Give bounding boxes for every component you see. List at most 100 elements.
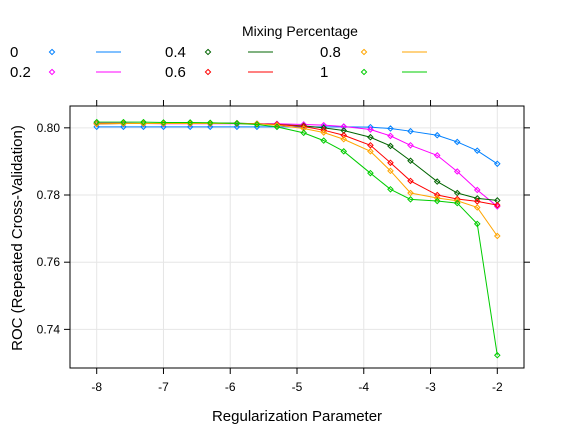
legend-marker (48, 48, 56, 56)
x-tick-label: -5 (292, 380, 303, 394)
legend-title: Mixing Percentage (242, 23, 358, 39)
series-layer (93, 118, 501, 359)
data-point (320, 129, 328, 136)
data-point (387, 142, 394, 150)
data-point (186, 119, 194, 126)
y-tick-label: 0.76 (37, 255, 61, 269)
x-tick-label: -2 (492, 380, 503, 394)
data-point (340, 131, 348, 139)
legend-label: 0.6 (165, 64, 186, 81)
legend-label: 0 (10, 44, 18, 61)
grid (70, 106, 524, 368)
data-point (493, 232, 501, 240)
data-point (433, 197, 441, 205)
x-tick-label: -3 (425, 380, 436, 394)
y-tick-label: 0.78 (37, 188, 61, 202)
data-point (473, 147, 481, 154)
data-point (340, 135, 348, 143)
legend-item-0-8: 0.8 (320, 44, 427, 61)
series-line (96, 121, 498, 356)
data-point (93, 123, 101, 131)
legend: 0 0.2 0.4 0.6 0.8 1 (10, 44, 427, 81)
legend-item-0: 0 (10, 44, 121, 61)
data-point (300, 121, 307, 128)
legend-marker (360, 68, 368, 76)
y-tick-label: 0.80 (37, 121, 61, 135)
legend-item-0-2: 0.2 (10, 64, 121, 81)
data-point (300, 123, 307, 130)
data-point (387, 159, 394, 167)
data-point (367, 169, 374, 177)
data-point (407, 127, 414, 135)
data-point (367, 133, 374, 141)
data-point (340, 123, 348, 130)
data-point (407, 157, 414, 165)
data-point (273, 121, 281, 129)
series-1 (93, 118, 501, 359)
data-point (433, 178, 441, 185)
legend-marker (204, 68, 212, 76)
data-point (233, 120, 241, 127)
data-point (160, 119, 167, 126)
legend-item-0-4: 0.4 (165, 44, 273, 61)
data-point (453, 138, 461, 146)
x-tick-label: -4 (358, 380, 369, 394)
data-point (453, 168, 461, 175)
data-point (387, 167, 394, 175)
data-point (473, 198, 481, 205)
data-point (493, 201, 501, 209)
legend-label: 0.8 (320, 44, 341, 61)
data-point (407, 141, 414, 149)
data-point (140, 118, 147, 126)
data-point (140, 123, 147, 131)
data-point (320, 137, 328, 144)
legend-label: 0.2 (10, 64, 31, 81)
legend-label: 1 (320, 64, 328, 81)
data-point (120, 118, 127, 126)
y-axis-label: ROC (Repeated Cross-Validation) (9, 125, 26, 351)
x-tick-label: -8 (91, 380, 102, 394)
data-point (300, 129, 307, 137)
data-point (407, 189, 414, 197)
data-point (407, 177, 414, 185)
data-point (433, 152, 441, 159)
data-point (453, 195, 461, 203)
data-point (93, 118, 101, 126)
legend-marker (360, 48, 368, 56)
data-point (120, 123, 127, 131)
data-point (453, 199, 461, 207)
legend-item-1: 1 (320, 64, 427, 81)
data-point (407, 196, 414, 203)
data-point (387, 125, 394, 132)
x-axis-label: Regularization Parameter (212, 408, 382, 425)
data-point (473, 186, 481, 194)
data-point (493, 160, 501, 168)
data-point (340, 148, 348, 155)
legend-label: 0.4 (165, 44, 186, 61)
data-point (433, 131, 441, 139)
legend-marker (204, 48, 212, 56)
data-point (473, 220, 481, 228)
data-point (367, 126, 374, 133)
data-point (300, 125, 307, 132)
x-tick-label: -6 (225, 380, 236, 394)
legend-item-0-6: 0.6 (165, 64, 273, 81)
data-point (367, 148, 374, 155)
x-tick-label: -7 (158, 380, 169, 394)
data-point (453, 189, 461, 197)
data-point (493, 351, 501, 359)
data-point (473, 204, 481, 211)
data-point (206, 123, 214, 131)
data-point (387, 185, 394, 193)
y-tick-label: 0.74 (37, 322, 61, 336)
data-point (367, 141, 374, 149)
data-point (186, 123, 194, 131)
data-point (273, 123, 281, 131)
data-point (387, 132, 394, 140)
legend-marker (48, 68, 56, 76)
data-point (206, 119, 214, 127)
data-point (253, 121, 261, 128)
data-point (160, 123, 167, 131)
axes: -8 -7 -6 -5 -4 -3 -2 0.74 0.76 0.78 0.80 (37, 100, 530, 394)
